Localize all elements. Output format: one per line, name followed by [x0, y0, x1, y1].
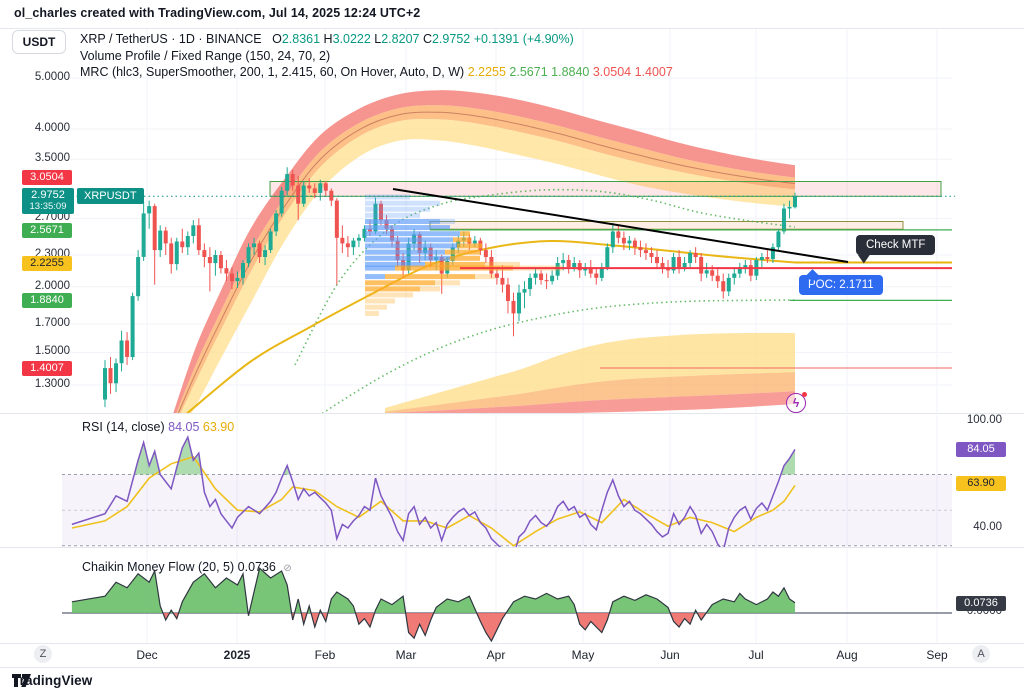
price-tick: 1.5000 [34, 345, 70, 357]
price-level-badge: 3.0504 [22, 169, 72, 185]
time-axis-label: Sep [926, 648, 948, 662]
rsi-level-badge: 84.05 [956, 441, 1006, 457]
price-tick: 1.7000 [34, 317, 70, 329]
rsi-pane-canvas[interactable] [0, 415, 1024, 547]
price-level-badge: 2.5671 [22, 222, 72, 238]
rsi-tick: 40.00 [973, 521, 1002, 533]
hidden-eye-icon[interactable]: ⊘ [283, 563, 292, 574]
indicator-row-volume-profile[interactable]: Volume Profile / Fixed Range (150, 24, 7… [80, 48, 331, 63]
symbol-title[interactable]: XRP / TetherUS [80, 32, 168, 46]
cmf-legend[interactable]: Chaikin Money Flow (20, 5) 0.0736 ⊘ [82, 560, 292, 574]
main-chart-canvas[interactable] [0, 28, 1024, 413]
rsi-level-badge: 63.90 [956, 475, 1006, 491]
price-tick: 4.0000 [34, 122, 70, 134]
bottom-divider [0, 667, 1024, 668]
ohlc-open: 2.8361 [281, 32, 321, 46]
pane-divider-2[interactable] [0, 547, 1024, 548]
price-tick: 1.3000 [34, 378, 70, 390]
scroll-left-pill[interactable]: Z [34, 645, 52, 663]
price-tick: 2.0000 [34, 280, 70, 292]
symbol-price-tag: XRPUSDT [77, 188, 144, 204]
time-axis-label: 2025 [223, 648, 251, 662]
price-level-badge: 2.2255 [22, 255, 72, 271]
price-level-badge: 1.4007 [22, 360, 72, 376]
notification-dot [802, 392, 807, 397]
interval-label[interactable]: 1D [178, 32, 195, 46]
mrc-value-s1: 1.8840 [551, 65, 590, 79]
time-axis-label: Dec [136, 648, 158, 662]
tradingview-logo-icon [12, 674, 31, 687]
legend: XRP / TetherUS · 1D · BINANCE O2.8361 H3… [80, 32, 673, 82]
time-axis-label: Jul [748, 648, 764, 662]
mrc-value-s2: 1.4007 [634, 65, 673, 79]
poc-callout[interactable]: POC: 2.1711 [799, 275, 883, 295]
current-price-time: 13:35:09 [29, 201, 67, 212]
change-label: +0.1391 (+4.90%) [473, 32, 574, 46]
time-axis-label: Mar [395, 648, 417, 662]
symbol-row[interactable]: XRP / TetherUS · 1D · BINANCE O2.8361 H3… [80, 32, 574, 46]
indicator-row-mrc[interactable]: MRC (hlc3, SuperSmoother, 200, 1, 2.415,… [80, 65, 673, 79]
price-level-badge: 1.8840 [22, 292, 72, 308]
price-tick: 2.7000 [34, 211, 70, 223]
exchange-label: BINANCE [206, 32, 262, 46]
credit-text: ol_charles created with TradingView.com,… [14, 6, 421, 20]
mrc-value-r2: 3.0504 [592, 65, 632, 79]
current-price-badge: 2.9752 13:35:09 [22, 188, 74, 214]
rsi-ma-value: 63.90 [202, 420, 235, 434]
check-mtf-note[interactable]: Check MTF [856, 235, 936, 255]
cmf-level-badge: 0.0736 [956, 595, 1006, 611]
mrc-value-r1: 2.5671 [509, 65, 548, 79]
cmf-value: 0.0736 [237, 560, 276, 574]
flash-icon[interactable]: ϟ [786, 392, 807, 413]
tradingview-logo-text: TradingView [12, 673, 93, 688]
pane-divider-1[interactable] [0, 413, 1024, 414]
rsi-value: 84.05 [168, 420, 200, 434]
ohlc-low: 2.8207 [381, 32, 420, 46]
header-divider [0, 28, 1024, 29]
rsi-tick: 100.00 [966, 414, 1002, 426]
mrc-value-mid: 2.2255 [467, 65, 506, 79]
time-axis-label: Jun [660, 648, 680, 662]
currency-button[interactable]: USDT [12, 30, 66, 54]
time-axis-label: May [571, 648, 595, 662]
pane-divider-3 [0, 643, 1024, 644]
rsi-legend[interactable]: RSI (14, close) 84.05 63.90 [82, 420, 235, 434]
price-tick: 3.5000 [34, 152, 70, 164]
time-axis-label: Apr [486, 648, 506, 662]
ohlc-close: 2.9752 [431, 32, 471, 46]
time-axis-label: Aug [836, 648, 858, 662]
brand-footer[interactable]: TradingView [12, 673, 92, 688]
scroll-right-pill[interactable]: A [972, 645, 990, 663]
time-axis-label: Feb [314, 648, 336, 662]
ohlc-high: 3.0222 [332, 32, 371, 46]
price-tick: 5.0000 [34, 71, 70, 83]
cmf-pane-canvas[interactable] [0, 549, 1024, 643]
